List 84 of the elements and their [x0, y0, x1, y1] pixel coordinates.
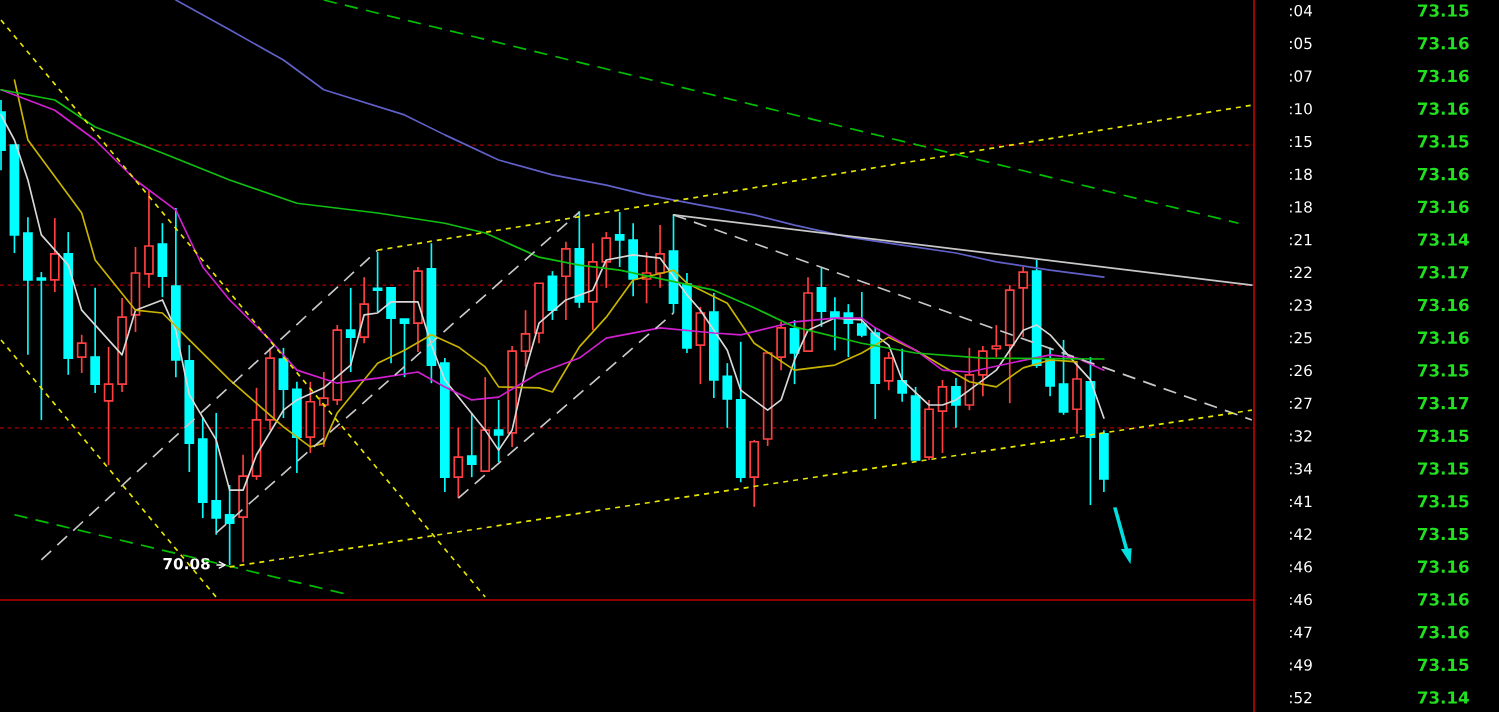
text: :18	[1290, 168, 1312, 180]
text: 73.17	[1418, 396, 1469, 410]
text: 73.15	[1418, 4, 1469, 17]
text: :46	[1290, 561, 1312, 573]
candlestick	[90, 287, 101, 394]
text: 73.16	[1418, 625, 1469, 639]
text: :32	[1290, 430, 1312, 442]
text: 73.14	[1418, 691, 1469, 704]
candlestick	[480, 376, 491, 472]
text: 73.15	[1418, 527, 1469, 541]
text: :10	[1290, 103, 1312, 115]
candlestick	[708, 292, 719, 399]
text: 73.16	[1418, 36, 1469, 50]
text: 73.16	[1418, 331, 1469, 344]
candlestick	[345, 287, 356, 373]
candlestick	[561, 240, 571, 321]
text: 73.16	[1418, 69, 1469, 83]
candlestick	[803, 276, 813, 352]
text: 73.15	[1418, 658, 1469, 672]
candlestick	[292, 380, 302, 474]
text: 73.15	[1418, 364, 1469, 377]
candlestick	[951, 377, 961, 429]
text: 73.15	[1418, 429, 1469, 443]
text: :23	[1290, 299, 1312, 311]
candlestick	[157, 222, 168, 298]
annotation: 70.08	[163, 557, 210, 570]
text: :26	[1290, 364, 1312, 377]
candlestick	[614, 211, 625, 268]
candlestick	[386, 287, 396, 365]
text: 73.14	[1418, 233, 1469, 246]
candlestick	[628, 222, 639, 298]
text: 73.15	[1418, 135, 1469, 148]
candlestick	[883, 351, 894, 391]
candlestick	[601, 231, 612, 289]
text: :52	[1290, 691, 1312, 704]
text: 73.16	[1418, 298, 1469, 312]
candlestick	[184, 344, 195, 473]
text: :07	[1290, 70, 1312, 82]
candlestick	[49, 217, 60, 293]
candlestick	[991, 324, 1002, 358]
text: 73.15	[1418, 462, 1469, 475]
text: 73.16	[1418, 560, 1469, 573]
candlestick	[359, 276, 370, 345]
text: :22	[1290, 266, 1312, 278]
candlestick	[63, 231, 74, 376]
candlestick	[23, 216, 33, 356]
text: :05	[1290, 37, 1312, 50]
candlestick	[197, 416, 208, 519]
candlestick	[493, 399, 504, 464]
text: :47	[1290, 626, 1312, 638]
text: :18	[1290, 201, 1312, 213]
text: 73.16	[1418, 200, 1469, 214]
text: :34	[1290, 462, 1313, 475]
text: :04	[1290, 4, 1313, 17]
text: :46	[1290, 593, 1312, 606]
candlestick	[722, 362, 733, 429]
text: 73.16	[1418, 593, 1469, 606]
candlestick	[534, 282, 544, 345]
candlestick	[170, 207, 181, 378]
candlestick	[587, 242, 598, 332]
text: 73.16	[1418, 167, 1469, 181]
text: :42	[1290, 528, 1312, 540]
candlestick	[466, 412, 477, 478]
candlestick	[9, 144, 20, 254]
candlestick	[897, 347, 908, 403]
text: :21	[1290, 233, 1312, 246]
candlestick	[318, 371, 329, 448]
text: :49	[1290, 659, 1312, 671]
candlestick	[76, 333, 87, 374]
candlestick	[117, 297, 127, 393]
candlestick	[103, 346, 114, 466]
candlestick	[453, 426, 464, 499]
candlestick	[238, 453, 248, 564]
text: 73.16	[1418, 102, 1469, 115]
text: :15	[1290, 135, 1312, 148]
candlestick	[399, 318, 410, 378]
text: :25	[1290, 332, 1312, 344]
text: 73.17	[1418, 265, 1469, 279]
text: :41	[1290, 495, 1312, 507]
candlestick	[211, 412, 222, 536]
candlestick	[144, 189, 154, 289]
text: 73.15	[1418, 494, 1469, 508]
candlestick	[372, 251, 383, 313]
text: :27	[1290, 397, 1312, 409]
